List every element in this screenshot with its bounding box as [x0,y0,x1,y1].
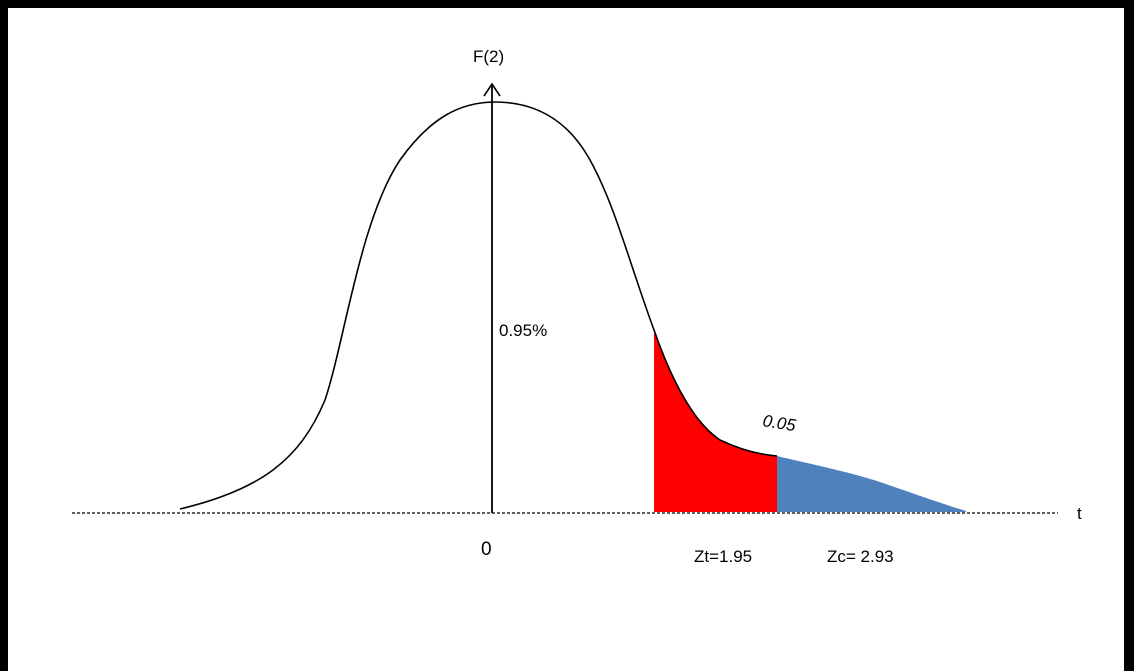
y-axis-arrowhead [483,82,501,97]
computed-value-label: Zc= 2.93 [827,547,894,566]
critical-region [654,330,777,512]
x-axis-label: t [1077,504,1082,523]
center-area-label: 0.95% [499,321,547,340]
density-curve [179,101,778,510]
tail-area-label: 0.05 [761,411,797,435]
origin-label: 0 [481,539,492,560]
y-axis-label: F(2) [473,47,504,66]
rejection-region-beyond-zc [777,456,966,512]
critical-value-label: Zt=1.95 [694,547,752,566]
